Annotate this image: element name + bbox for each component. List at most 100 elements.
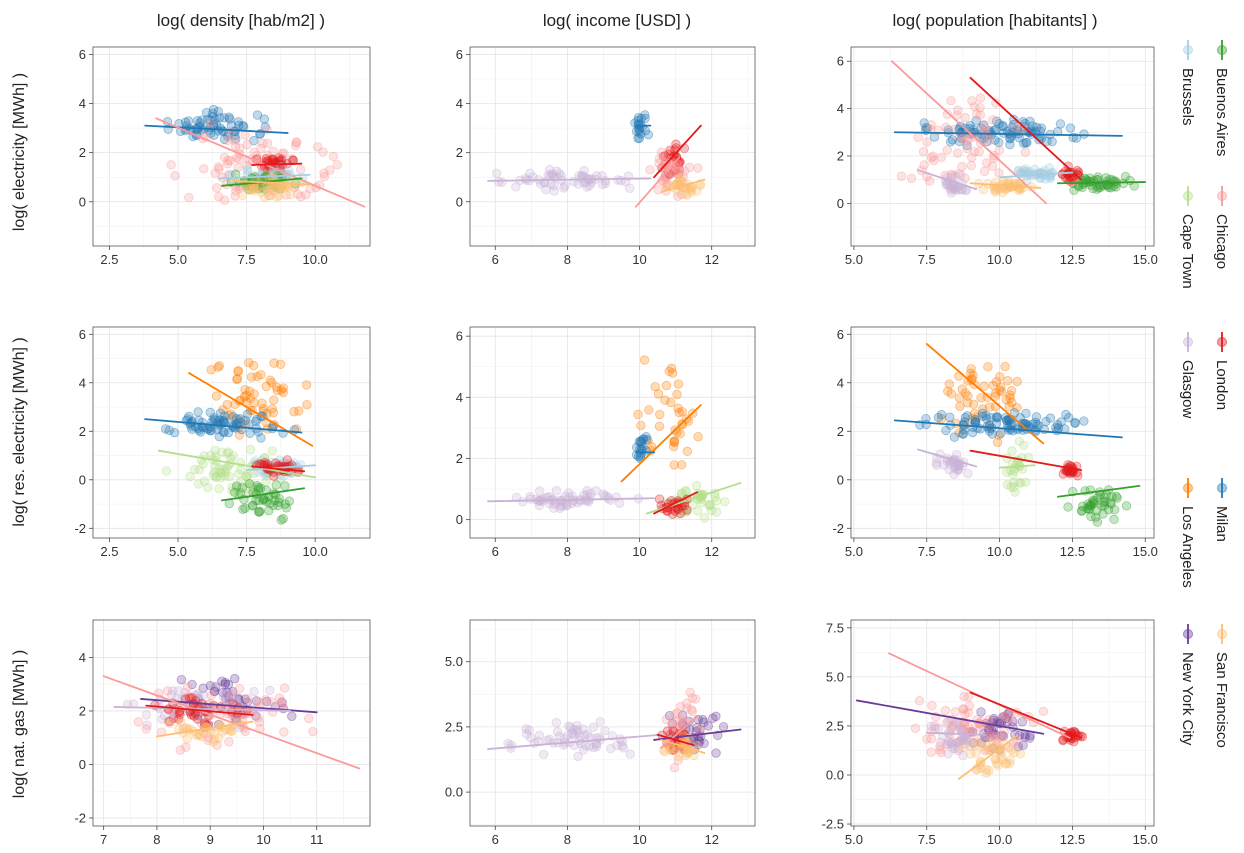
legend-item-cape-town: Cape Town bbox=[1179, 186, 1196, 289]
point-glasgow bbox=[945, 183, 955, 193]
point-cape-town bbox=[261, 477, 271, 487]
point-los-angeles bbox=[1005, 390, 1015, 400]
fit-line-brussels bbox=[998, 171, 1074, 179]
point-chicago bbox=[672, 716, 682, 726]
point-san-francisco bbox=[664, 744, 675, 755]
point-milan bbox=[993, 413, 1003, 423]
point-chicago bbox=[663, 179, 673, 189]
point-brussels bbox=[242, 166, 253, 176]
point-buenos-aires bbox=[284, 496, 295, 506]
point-los-angeles bbox=[672, 389, 682, 400]
point-milan bbox=[183, 116, 194, 126]
point-los-angeles bbox=[661, 380, 672, 391]
point-los-angeles bbox=[234, 430, 245, 440]
point-milan bbox=[987, 429, 998, 439]
point-buenos-aires bbox=[1102, 181, 1113, 191]
point-glasgow bbox=[552, 727, 563, 737]
point-chicago bbox=[960, 112, 970, 123]
point-chicago bbox=[928, 151, 938, 161]
point-cape-town bbox=[222, 448, 232, 459]
point-milan bbox=[1032, 419, 1042, 430]
point-chicago bbox=[987, 161, 998, 171]
legend-item-brussels: Brussels bbox=[1179, 40, 1196, 126]
point-los-angeles bbox=[245, 393, 256, 403]
point-cape-town bbox=[704, 499, 714, 510]
point-san-francisco bbox=[681, 750, 691, 761]
point-buenos-aires bbox=[1069, 185, 1079, 196]
point-glasgow bbox=[559, 183, 569, 193]
point-chicago bbox=[242, 693, 253, 704]
point-chicago bbox=[682, 703, 692, 713]
point-london bbox=[282, 455, 292, 465]
y-tick-label: 6 bbox=[79, 47, 86, 62]
y-tick-label: 2 bbox=[79, 703, 86, 718]
point-cape-town bbox=[267, 446, 278, 456]
point-chicago bbox=[318, 147, 328, 157]
point-los-angeles bbox=[664, 366, 674, 377]
point-milan bbox=[211, 119, 222, 129]
grid-lines bbox=[851, 47, 1154, 246]
point-chicago bbox=[693, 163, 703, 173]
point-chicago bbox=[974, 146, 984, 157]
point-chicago bbox=[1020, 147, 1031, 157]
point-san-francisco bbox=[991, 759, 1002, 769]
point-glasgow bbox=[591, 741, 602, 752]
point-los-angeles bbox=[693, 432, 703, 442]
point-chicago bbox=[957, 723, 968, 734]
x-tick-label: 12 bbox=[704, 832, 718, 847]
point-cape-town bbox=[1015, 478, 1026, 488]
point-new-york-city bbox=[998, 712, 1008, 722]
point-milan bbox=[1064, 413, 1074, 423]
fit-line-glasgow bbox=[925, 731, 986, 736]
point-new-york-city bbox=[684, 724, 695, 735]
point-milan bbox=[195, 118, 205, 128]
point-glasgow bbox=[950, 185, 961, 195]
point-glasgow bbox=[220, 690, 230, 700]
point-milan bbox=[994, 119, 1004, 129]
point-los-angeles bbox=[646, 441, 657, 452]
point-san-francisco bbox=[672, 746, 682, 757]
point-london bbox=[274, 153, 284, 163]
point-los-angeles bbox=[960, 388, 971, 398]
fit-line-chicago bbox=[890, 60, 1048, 205]
fit-line-london bbox=[251, 162, 303, 166]
point-milan bbox=[1008, 119, 1019, 130]
point-los-angeles bbox=[1000, 361, 1010, 372]
point-san-francisco bbox=[267, 185, 277, 195]
legend-label: New York City bbox=[1179, 652, 1196, 746]
point-milan bbox=[1079, 129, 1089, 139]
legend-key-point bbox=[1183, 337, 1193, 347]
point-chicago bbox=[992, 738, 1002, 748]
point-chicago bbox=[291, 137, 302, 147]
point-chicago bbox=[212, 740, 222, 750]
point-cape-town bbox=[236, 476, 246, 487]
point-new-york-city bbox=[677, 710, 688, 721]
point-chicago bbox=[296, 165, 306, 175]
point-los-angeles bbox=[653, 389, 664, 399]
fit-line-cape-town bbox=[157, 449, 317, 479]
point-los-angeles bbox=[669, 460, 679, 470]
point-new-york-city bbox=[1020, 732, 1030, 742]
point-los-angeles bbox=[244, 386, 255, 396]
point-buenos-aires bbox=[1107, 492, 1117, 502]
point-glasgow bbox=[511, 182, 521, 192]
point-buenos-aires bbox=[1120, 171, 1131, 182]
point-milan bbox=[1021, 408, 1031, 419]
point-chicago bbox=[184, 192, 194, 203]
point-glasgow bbox=[188, 710, 199, 720]
point-chicago bbox=[249, 147, 259, 158]
point-milan bbox=[978, 120, 989, 130]
panel-background bbox=[851, 327, 1154, 538]
point-glasgow bbox=[578, 745, 589, 755]
point-los-angeles bbox=[992, 437, 1003, 447]
x-tick-label: 6 bbox=[492, 544, 499, 559]
point-san-francisco bbox=[256, 187, 266, 197]
point-buenos-aires bbox=[1112, 493, 1122, 503]
y-tick-label: 0 bbox=[79, 757, 86, 772]
point-milan bbox=[242, 409, 253, 419]
point-chicago bbox=[995, 732, 1006, 742]
facet-panels: 2.5 5.0 7.5 10.0 0 2 4 6 6 8 10 12 0 2 4 6 5.0 7.5 10.0 12.… bbox=[74, 46, 1158, 847]
fit-line-los-angeles bbox=[620, 404, 702, 483]
regression-lines bbox=[855, 652, 1083, 780]
point-chicago bbox=[952, 110, 962, 120]
